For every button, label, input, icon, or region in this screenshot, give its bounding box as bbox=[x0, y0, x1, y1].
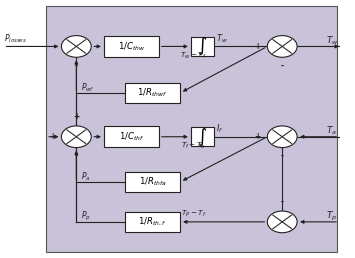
Text: -: - bbox=[281, 197, 284, 206]
Text: $1/C_{thw}$: $1/C_{thw}$ bbox=[118, 40, 145, 53]
Text: $1/R_{thfa}$: $1/R_{thfa}$ bbox=[139, 176, 166, 188]
Text: +: + bbox=[255, 42, 261, 51]
Text: $T_w-T_f$: $T_w-T_f$ bbox=[180, 50, 207, 61]
FancyBboxPatch shape bbox=[125, 212, 180, 232]
Circle shape bbox=[267, 36, 297, 57]
Text: $\int$: $\int$ bbox=[197, 35, 207, 58]
Text: -: - bbox=[281, 62, 284, 71]
FancyBboxPatch shape bbox=[125, 172, 180, 192]
Text: $I_f$: $I_f$ bbox=[215, 123, 223, 135]
FancyBboxPatch shape bbox=[104, 126, 159, 147]
Text: $T_w$: $T_w$ bbox=[326, 35, 338, 47]
FancyBboxPatch shape bbox=[104, 36, 159, 57]
Text: $T_w$: $T_w$ bbox=[215, 33, 228, 45]
Text: -: - bbox=[75, 152, 78, 161]
Text: -: - bbox=[281, 152, 284, 161]
Text: +: + bbox=[49, 132, 55, 141]
Circle shape bbox=[61, 36, 91, 57]
FancyBboxPatch shape bbox=[46, 6, 337, 252]
Text: $T_P-T_f$: $T_P-T_f$ bbox=[181, 209, 206, 219]
FancyBboxPatch shape bbox=[125, 83, 180, 103]
Text: $P_{wf}$: $P_{wf}$ bbox=[81, 82, 94, 94]
Text: +: + bbox=[73, 112, 80, 121]
Text: $T_p$: $T_p$ bbox=[326, 210, 337, 223]
Text: $T_a$: $T_a$ bbox=[326, 125, 337, 137]
Circle shape bbox=[267, 126, 297, 148]
Circle shape bbox=[61, 126, 91, 148]
Text: $P_a$: $P_a$ bbox=[81, 171, 90, 183]
Text: -: - bbox=[75, 62, 78, 71]
Text: $\int$: $\int$ bbox=[197, 126, 207, 148]
Text: $1/R_{th,f}$: $1/R_{th,f}$ bbox=[138, 216, 167, 228]
Text: $P_{losses}$: $P_{losses}$ bbox=[4, 33, 27, 45]
Text: $P_p$: $P_p$ bbox=[81, 210, 91, 223]
Text: $1/C_{thf}$: $1/C_{thf}$ bbox=[119, 131, 144, 143]
Text: +: + bbox=[255, 132, 261, 141]
FancyBboxPatch shape bbox=[191, 127, 214, 146]
FancyBboxPatch shape bbox=[191, 37, 214, 56]
Text: $1/R_{thwf}$: $1/R_{thwf}$ bbox=[137, 87, 168, 99]
Circle shape bbox=[267, 211, 297, 233]
Text: $T_f-T_a$: $T_f-T_a$ bbox=[181, 141, 206, 151]
